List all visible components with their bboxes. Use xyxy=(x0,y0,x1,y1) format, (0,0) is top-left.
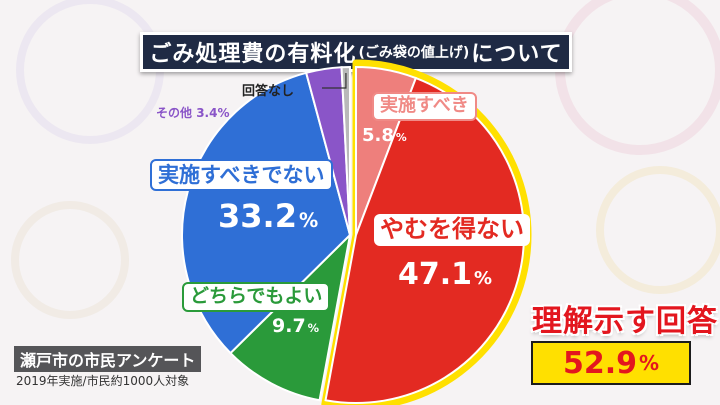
chart-title: ごみ処理費の有料化 (ごみ袋の値上げ) について xyxy=(140,32,572,72)
slice-value-dochira-demo-yoi: 9.7% xyxy=(272,315,320,337)
highlight-value-box: 52.9% xyxy=(531,341,691,385)
slice-value-jisshi-subeki: 5.8% xyxy=(362,125,407,146)
slice-label-dochira-demo-yoi: どちらでもよい xyxy=(182,282,331,312)
highlight-value: 52.9 xyxy=(562,345,637,381)
slice-label-jisshi-subeki-denai: 実施すべきでない xyxy=(150,159,333,192)
pie-slice-kaito-nashi xyxy=(340,65,351,236)
highlight-label: 理解示す回答 xyxy=(532,304,718,339)
title-sub: (ごみ袋の値上げ) xyxy=(358,45,470,61)
slice-label-kaito-nashi: 回答なし xyxy=(242,84,295,99)
highlight-outline xyxy=(321,59,532,405)
source-title: 瀬戸市の市民アンケート xyxy=(14,346,202,372)
slice-label-jisshi-subeki: 実施すべき xyxy=(372,92,477,121)
slice-value-sonota: 3.4% xyxy=(196,106,230,120)
slice-label-sonota: その他 3.4% xyxy=(156,106,230,120)
source-note: 2019年実施/市民約1000人対象 xyxy=(16,374,190,388)
pie-slice-dochira-demo-yoi xyxy=(229,232,352,402)
slice-label-yamu-wo-enai: やむを得ない xyxy=(374,214,530,246)
leader-line-kaito-nashi xyxy=(322,73,347,89)
title-main-a: ごみ処理費の有料化 xyxy=(149,42,357,67)
title-main-b: について xyxy=(471,42,563,67)
slice-value-yamu-wo-enai: 47.1% xyxy=(398,257,493,292)
slice-value-jisshi-subeki-denai: 33.2% xyxy=(218,197,319,235)
